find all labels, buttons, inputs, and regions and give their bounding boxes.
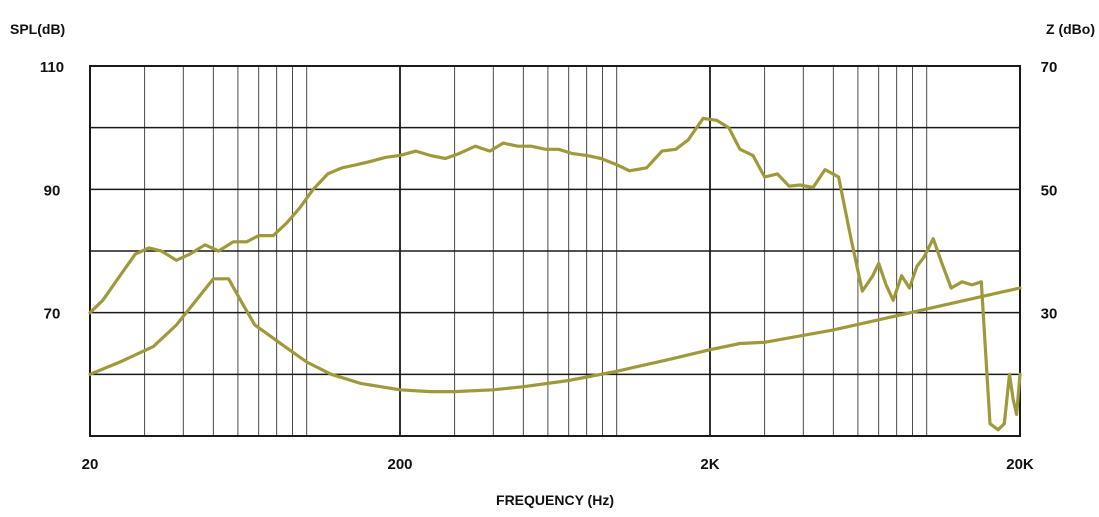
y-left-tick-label: 70: [44, 306, 61, 323]
y-right-tick-labels: 70 50 30: [1041, 59, 1058, 323]
y-left-axis-title: SPL(dB): [10, 21, 65, 37]
impedance-curve: [88, 277, 1022, 394]
x-tick-label: 2K: [700, 456, 719, 473]
y-right-axis-title: Z (dBo): [1046, 21, 1095, 37]
plot-frame: [89, 65, 1021, 437]
x-tick-label: 200: [387, 456, 412, 473]
series-layer: [88, 116, 1022, 432]
x-tick-label: 20K: [1006, 456, 1034, 473]
spl-curve: [88, 116, 1022, 432]
y-right-tick-label: 30: [1041, 306, 1058, 323]
x-tick-labels: 20 200 2K 20K: [82, 456, 1034, 473]
y-left-tick-label: 90: [44, 182, 61, 199]
y-left-tick-labels: 110 90 70: [40, 59, 64, 323]
x-axis-title: FREQUENCY (Hz): [496, 492, 614, 508]
y-right-tick-label: 50: [1041, 182, 1058, 199]
x-tick-label: 20: [82, 456, 99, 473]
y-left-tick-label: 110: [40, 59, 64, 76]
grid: [89, 65, 1021, 437]
y-right-tick-label: 70: [1041, 59, 1058, 76]
